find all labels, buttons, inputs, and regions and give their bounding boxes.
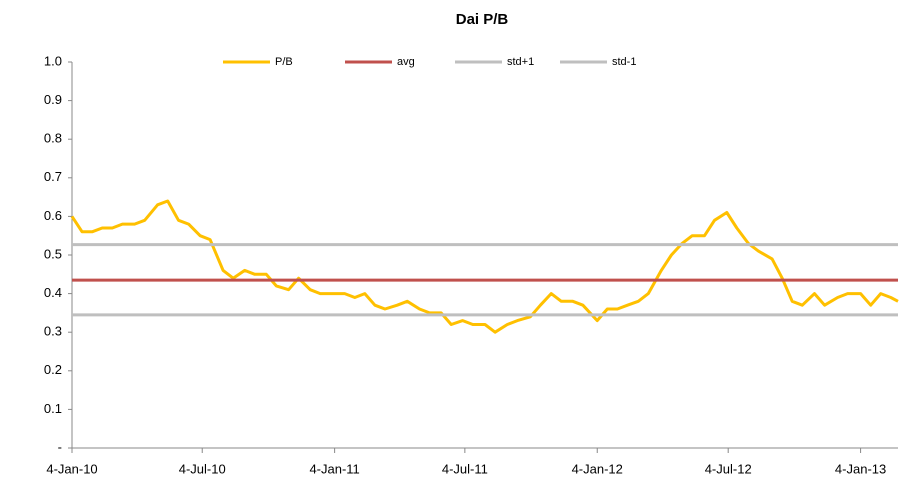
y-tick-label: 0.7 [44, 169, 62, 184]
y-tick-label: 1.0 [44, 53, 62, 68]
x-tick-label: 4-Jan-10 [46, 461, 97, 476]
x-tick-label: 4-Jan-12 [572, 461, 623, 476]
chart-title: Dai P/B [456, 11, 509, 28]
y-tick-label: 0.6 [44, 208, 62, 223]
legend-label: avg [397, 56, 415, 68]
y-tick-label: 0.3 [44, 324, 62, 339]
y-tick-label: 0.5 [44, 246, 62, 261]
x-tick-label: 4-Jan-13 [835, 461, 886, 476]
legend-label: std-1 [612, 56, 636, 68]
y-tick-label: - [58, 439, 62, 454]
y-tick-label: 0.9 [44, 92, 62, 107]
x-tick-label: 4-Jul-10 [179, 461, 226, 476]
y-tick-label: 0.4 [44, 285, 62, 300]
x-tick-label: 4-Jul-12 [705, 461, 752, 476]
series-line [70, 199, 899, 334]
y-tick-label: 0.1 [44, 401, 62, 416]
y-tick-label: 0.2 [44, 362, 62, 377]
legend-label: std+1 [507, 56, 534, 68]
x-tick-label: 4-Jul-11 [442, 461, 488, 476]
legend-label: P/B [275, 56, 293, 68]
x-tick-label: 4-Jan-11 [309, 461, 359, 476]
y-tick-label: 0.8 [44, 131, 62, 146]
